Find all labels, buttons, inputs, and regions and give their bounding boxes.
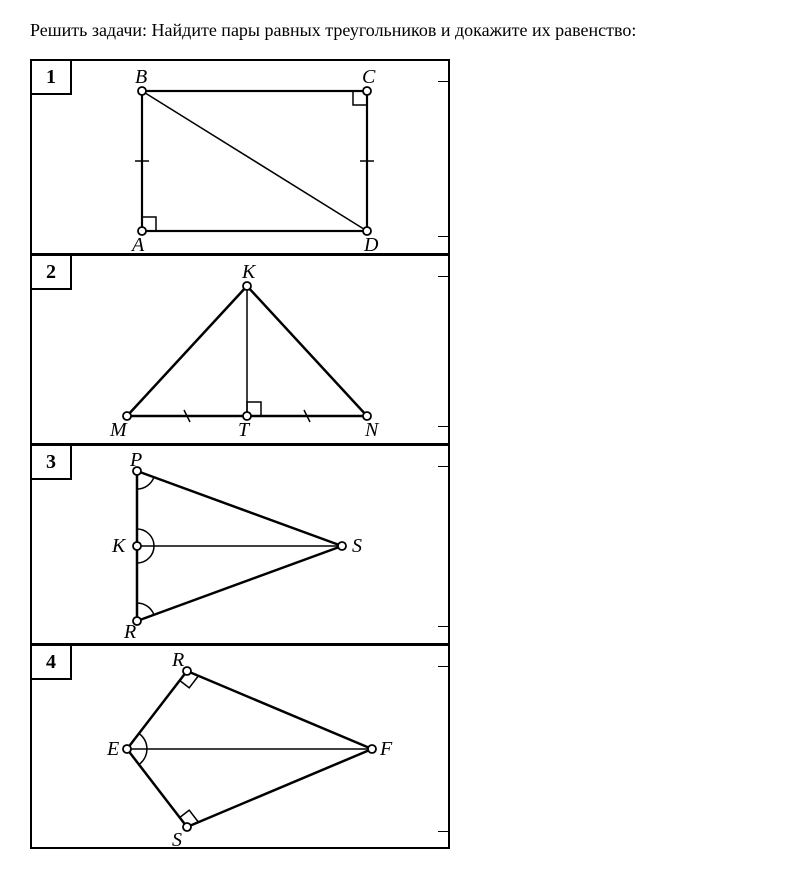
- svg-text:E: E: [106, 738, 119, 760]
- svg-text:R: R: [123, 621, 136, 643]
- svg-text:K: K: [111, 535, 127, 557]
- figure-number: 3: [32, 446, 72, 480]
- task-header: Решить задачи: Найдите пары равных треуг…: [30, 20, 776, 41]
- svg-text:R: R: [171, 649, 184, 671]
- figure-number: 1: [32, 61, 72, 95]
- figure-cell-2: 2 M T N K: [30, 254, 450, 444]
- figures-column: 1: [30, 59, 450, 849]
- figure-cell-1: 1: [30, 59, 450, 254]
- svg-text:P: P: [129, 449, 142, 471]
- svg-text:C: C: [362, 66, 376, 88]
- svg-text:N: N: [364, 419, 380, 441]
- svg-text:S: S: [172, 829, 182, 851]
- svg-text:T: T: [238, 419, 251, 441]
- svg-text:F: F: [379, 738, 393, 760]
- figure2-svg: M T N K: [32, 256, 448, 446]
- figure-cell-3: 3: [30, 444, 450, 644]
- svg-text:D: D: [363, 234, 379, 256]
- figure-cell-4: 4: [30, 644, 450, 849]
- svg-text:A: A: [130, 234, 145, 256]
- svg-text:M: M: [109, 419, 128, 441]
- svg-text:K: K: [241, 261, 257, 283]
- svg-text:S: S: [352, 535, 362, 557]
- svg-text:B: B: [135, 66, 147, 88]
- figure-number: 4: [32, 646, 72, 680]
- figure1-svg: B C A D: [32, 61, 448, 256]
- figure-number: 2: [32, 256, 72, 290]
- figure3-svg: P K R S: [32, 446, 448, 646]
- figure4-svg: R E S F: [32, 646, 448, 851]
